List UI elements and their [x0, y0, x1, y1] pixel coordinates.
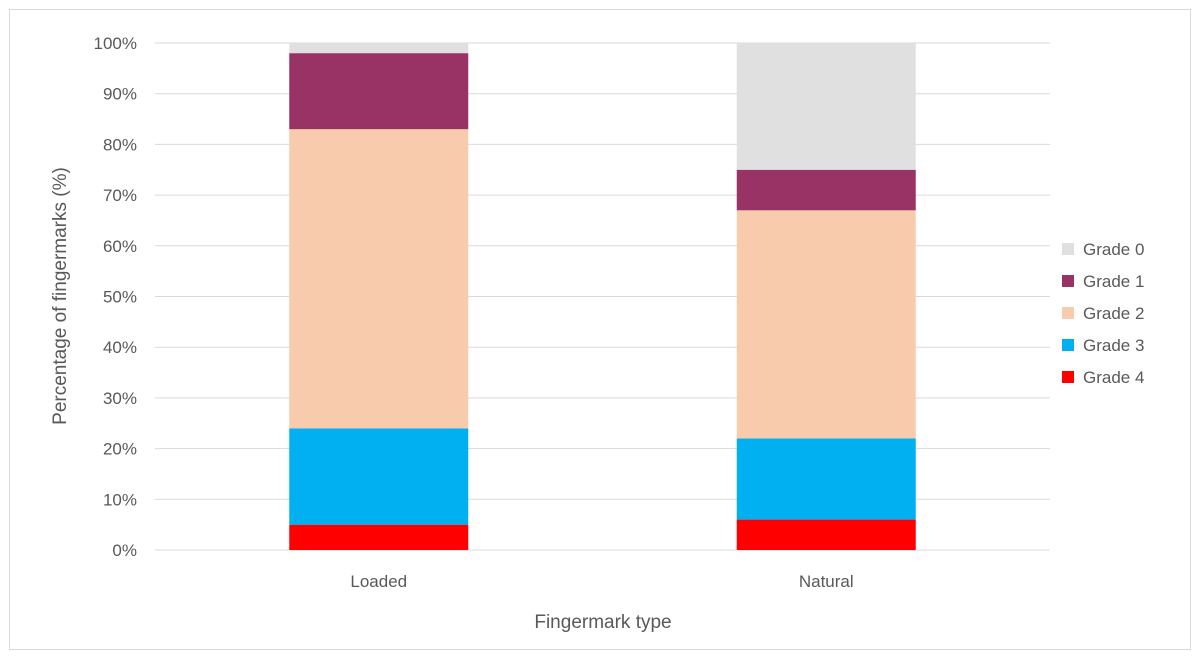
y-tick-label: 60%	[103, 237, 137, 256]
x-tick-labels: Loaded Natural	[350, 572, 853, 591]
legend-item-grade-2: Grade 2	[1062, 304, 1144, 323]
legend-swatch	[1062, 371, 1074, 383]
bar-natural-grade-0	[736, 43, 916, 170]
legend-swatch	[1062, 275, 1074, 287]
y-axis-title: Percentage of fingermarks (%)	[50, 167, 71, 425]
legend-item-grade-1: Grade 1	[1062, 272, 1144, 291]
legend: Grade 0 Grade 1 Grade 2 Grade 3 Grade 4	[1062, 240, 1144, 387]
bar-loaded-grade-3	[289, 428, 469, 525]
legend-label: Grade 2	[1083, 304, 1144, 323]
bars	[289, 43, 916, 550]
legend-item-grade-0: Grade 0	[1062, 240, 1144, 259]
bar-natural-grade-1	[736, 169, 916, 211]
legend-label: Grade 3	[1083, 336, 1144, 355]
y-tick-label: 0%	[112, 541, 137, 560]
legend-swatch	[1062, 307, 1074, 319]
y-tick-labels: 0% 10% 20% 30% 40% 50% 60% 70% 80% 90% 100%	[94, 34, 137, 560]
legend-label: Grade 4	[1083, 368, 1144, 387]
legend-swatch	[1062, 339, 1074, 351]
legend-item-grade-4: Grade 4	[1062, 368, 1144, 387]
y-tick-label: 80%	[103, 135, 137, 154]
legend-swatch	[1062, 243, 1074, 255]
bar-loaded-grade-1	[289, 53, 469, 130]
y-tick-label: 10%	[103, 490, 137, 509]
bar-loaded-grade-2	[289, 129, 469, 429]
bar-loaded-grade-4	[289, 524, 469, 550]
x-axis-title: Fingermark type	[534, 612, 671, 633]
legend-item-grade-3: Grade 3	[1062, 336, 1144, 355]
bar-natural-grade-4	[736, 519, 916, 550]
legend-label: Grade 1	[1083, 272, 1144, 291]
y-tick-label: 30%	[103, 389, 137, 408]
y-tick-label: 90%	[103, 85, 137, 104]
bar-natural-grade-2	[736, 210, 916, 439]
chart-frame	[9, 9, 1191, 650]
legend-label: Grade 0	[1083, 240, 1144, 259]
y-tick-label: 20%	[103, 440, 137, 459]
y-tick-label: 70%	[103, 186, 137, 205]
x-tick-label: Natural	[799, 572, 854, 591]
y-tick-label: 50%	[103, 288, 137, 307]
bar-loaded-grade-0	[289, 43, 469, 54]
y-tick-label: 100%	[94, 34, 137, 53]
y-tick-label: 40%	[103, 338, 137, 357]
bar-natural-grade-3	[736, 438, 916, 520]
x-tick-label: Loaded	[350, 572, 407, 591]
